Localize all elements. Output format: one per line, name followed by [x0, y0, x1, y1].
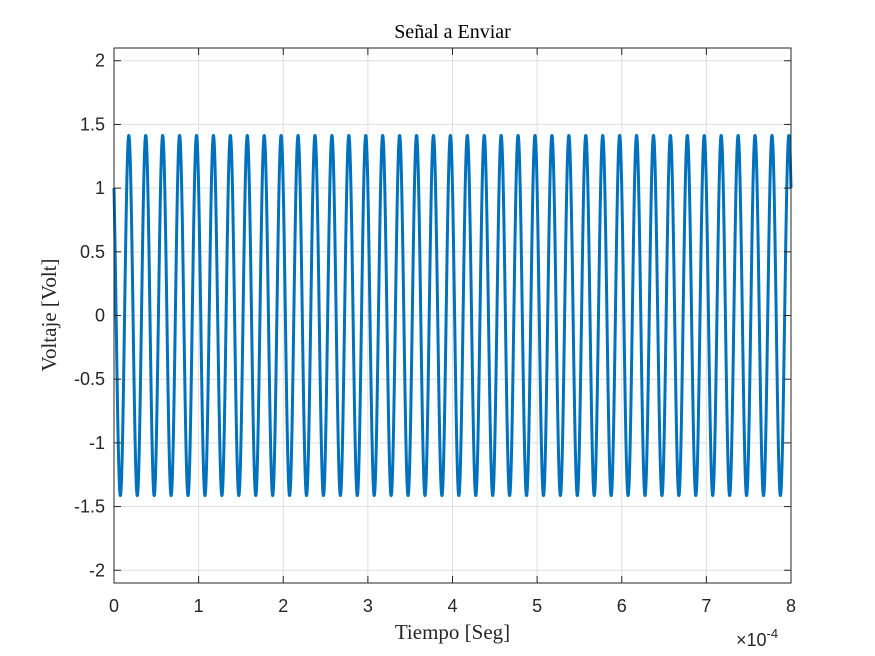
x-tick-label: 2 — [278, 596, 288, 616]
x-axis-exponent: ×10-4 — [736, 626, 778, 650]
y-tick-label: 2 — [95, 51, 105, 71]
y-tick-label: -0.5 — [74, 369, 105, 389]
series-layer — [112, 133, 793, 498]
y-tick-label: -1 — [89, 433, 105, 453]
x-axis-exponent-power: -4 — [767, 626, 779, 641]
x-tick-label: 0 — [109, 596, 119, 616]
chart-title: Señal a Enviar — [394, 21, 511, 43]
series-line — [112, 133, 793, 498]
x-tick-label: 4 — [447, 596, 457, 616]
y-tick-label: -1.5 — [74, 497, 105, 517]
y-tick-label: 1 — [95, 178, 105, 198]
y-tick-label: 1.5 — [80, 114, 105, 134]
x-tick-label: 8 — [786, 596, 796, 616]
y-tick-label: 0.5 — [80, 242, 105, 262]
ticks: 0 1 2 3 4 5 6 7 8 2 1.5 1 0.5 0 -0.5 -1 -1.5 -2 — [74, 48, 796, 616]
y-axis-label: Voltaje [Volt] — [37, 259, 61, 372]
x-axis-exponent-base: ×10 — [736, 630, 767, 650]
x-axis-label: Tiempo [Seg] — [395, 620, 510, 644]
x-tick-label: 3 — [363, 596, 373, 616]
y-tick-label: 0 — [95, 306, 105, 326]
x-tick-label: 1 — [194, 596, 204, 616]
y-tick-label: -2 — [89, 560, 105, 580]
x-tick-label: 7 — [701, 596, 711, 616]
x-tick-label: 6 — [617, 596, 627, 616]
x-tick-label: 5 — [532, 596, 542, 616]
